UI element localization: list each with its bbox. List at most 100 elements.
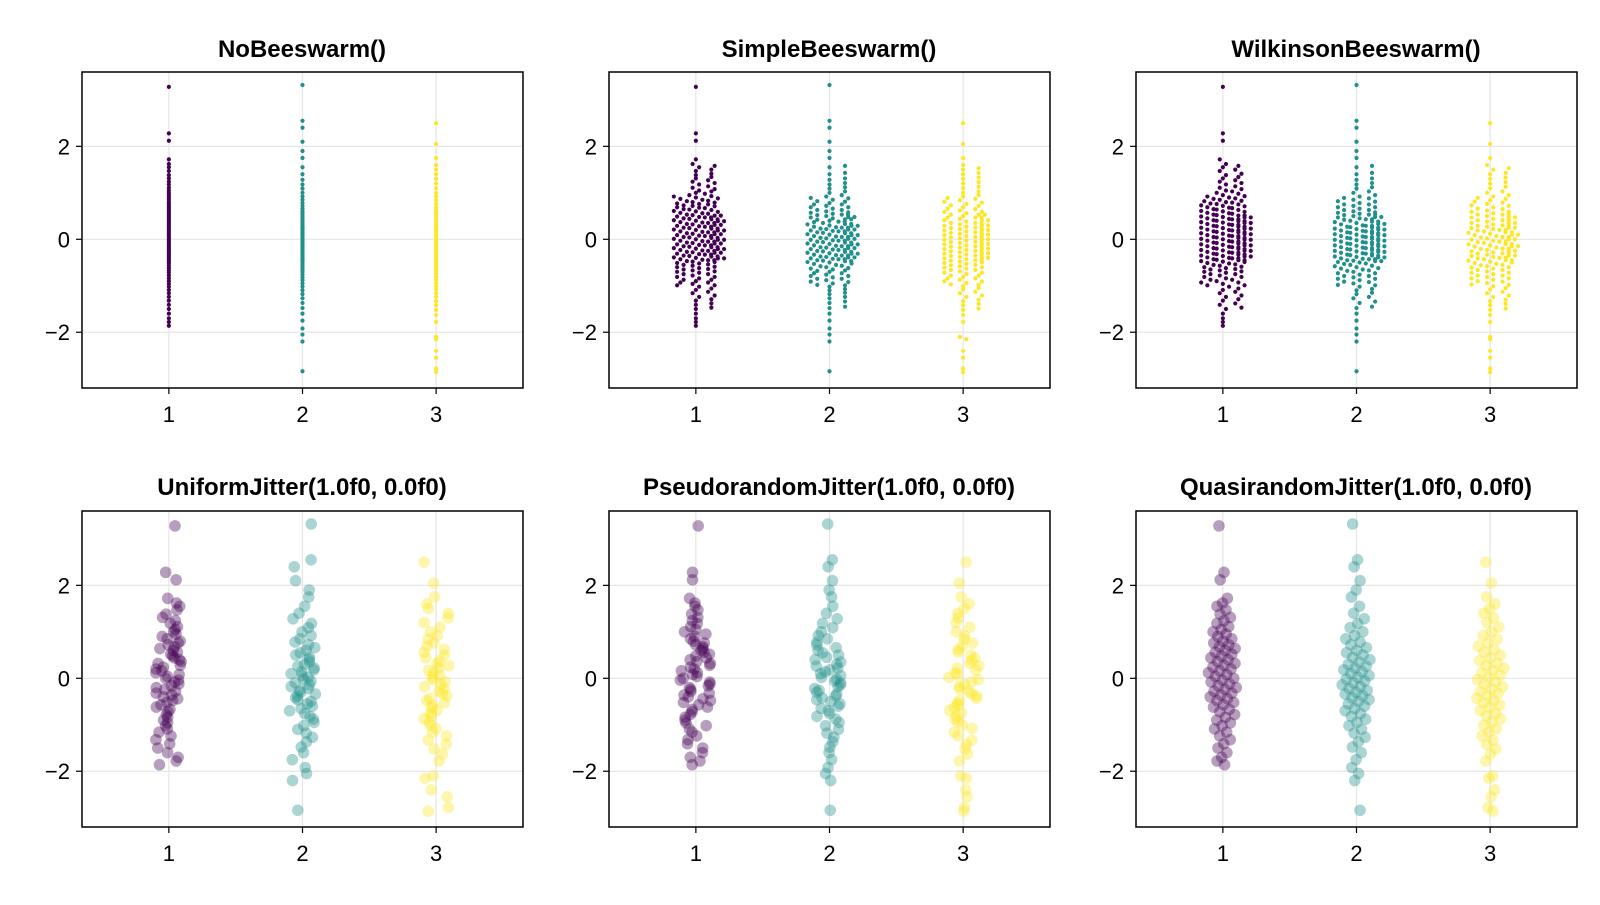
data-point <box>1351 716 1363 729</box>
data-point <box>957 208 962 213</box>
data-point <box>832 723 845 736</box>
data-point <box>951 697 964 709</box>
data-point <box>1488 172 1493 177</box>
data-point <box>1484 219 1490 224</box>
data-point <box>1494 649 1507 661</box>
data-point <box>166 287 171 293</box>
data-point <box>976 170 981 175</box>
data-point <box>824 695 837 708</box>
data-point <box>293 684 306 697</box>
data-point <box>964 272 969 277</box>
data-point <box>957 334 962 339</box>
data-point <box>1488 141 1493 147</box>
data-point <box>428 743 440 755</box>
data-point <box>1369 225 1375 230</box>
data-point <box>162 639 175 651</box>
data-point <box>1233 289 1238 294</box>
data-point <box>966 722 978 735</box>
data-point <box>1482 637 1494 649</box>
data-point <box>1230 189 1235 194</box>
data-point <box>849 251 854 256</box>
data-point <box>973 289 978 294</box>
data-point <box>1481 240 1487 246</box>
data-point <box>1472 233 1477 238</box>
data-point <box>1220 231 1225 236</box>
data-point <box>957 250 962 255</box>
data-point <box>942 218 947 223</box>
data-point <box>300 288 305 293</box>
data-point <box>957 259 962 264</box>
data-point <box>812 644 824 657</box>
y-tick-label: −2 <box>572 320 597 345</box>
data-point <box>700 248 705 253</box>
data-point <box>1351 258 1356 263</box>
data-point <box>150 663 162 675</box>
data-point <box>721 219 727 224</box>
data-point <box>1354 238 1359 243</box>
data-point <box>1471 673 1484 686</box>
data-point <box>842 304 848 309</box>
x-tick-label: 2 <box>1350 841 1362 866</box>
data-point <box>690 259 695 264</box>
data-point <box>693 319 698 325</box>
data-point <box>1211 218 1216 223</box>
data-point <box>686 705 699 718</box>
data-point <box>1363 261 1368 266</box>
data-point <box>961 366 966 371</box>
data-point <box>852 255 857 260</box>
data-point <box>1500 289 1505 294</box>
data-point <box>1214 201 1219 207</box>
data-point <box>1335 271 1340 276</box>
data-point <box>1488 643 1500 656</box>
data-point <box>849 233 854 238</box>
data-point <box>302 682 315 695</box>
data-point <box>289 636 301 648</box>
data-point <box>942 279 947 284</box>
data-point <box>1248 243 1253 248</box>
data-point <box>1490 722 1503 735</box>
data-point <box>706 198 711 203</box>
data-point <box>951 662 964 674</box>
data-point <box>1478 235 1483 240</box>
data-point <box>671 255 676 260</box>
data-point <box>976 301 981 306</box>
y-tick-label: 0 <box>1112 227 1124 252</box>
data-point <box>691 666 704 679</box>
data-point <box>973 267 978 273</box>
data-point <box>1205 227 1210 232</box>
data-point <box>702 215 707 220</box>
data-point <box>1230 222 1235 227</box>
data-point <box>1354 318 1359 323</box>
data-point <box>823 746 835 759</box>
data-point <box>1500 200 1505 205</box>
data-point <box>808 279 813 284</box>
data-point <box>700 197 705 202</box>
data-point <box>1373 214 1378 220</box>
data-point <box>422 805 435 817</box>
data-point <box>976 175 981 180</box>
data-point <box>434 355 439 360</box>
data-point <box>1223 276 1229 281</box>
data-point <box>300 155 305 161</box>
data-point <box>1225 663 1237 675</box>
data-point <box>157 714 170 726</box>
data-point <box>1230 250 1235 255</box>
data-point <box>1233 196 1238 201</box>
data-point <box>418 556 430 568</box>
data-point <box>1342 279 1347 284</box>
data-point <box>1204 691 1216 703</box>
data-point <box>1236 219 1241 224</box>
data-point <box>159 566 172 579</box>
data-point <box>1354 369 1359 374</box>
data-point <box>830 216 835 221</box>
data-point <box>712 283 717 288</box>
data-point <box>419 772 431 785</box>
data-point <box>1226 244 1232 249</box>
data-point <box>1219 644 1232 657</box>
data-point <box>839 263 844 268</box>
data-point <box>948 230 953 235</box>
data-point <box>1354 249 1359 254</box>
data-point <box>1482 801 1494 814</box>
data-point <box>1354 139 1359 144</box>
